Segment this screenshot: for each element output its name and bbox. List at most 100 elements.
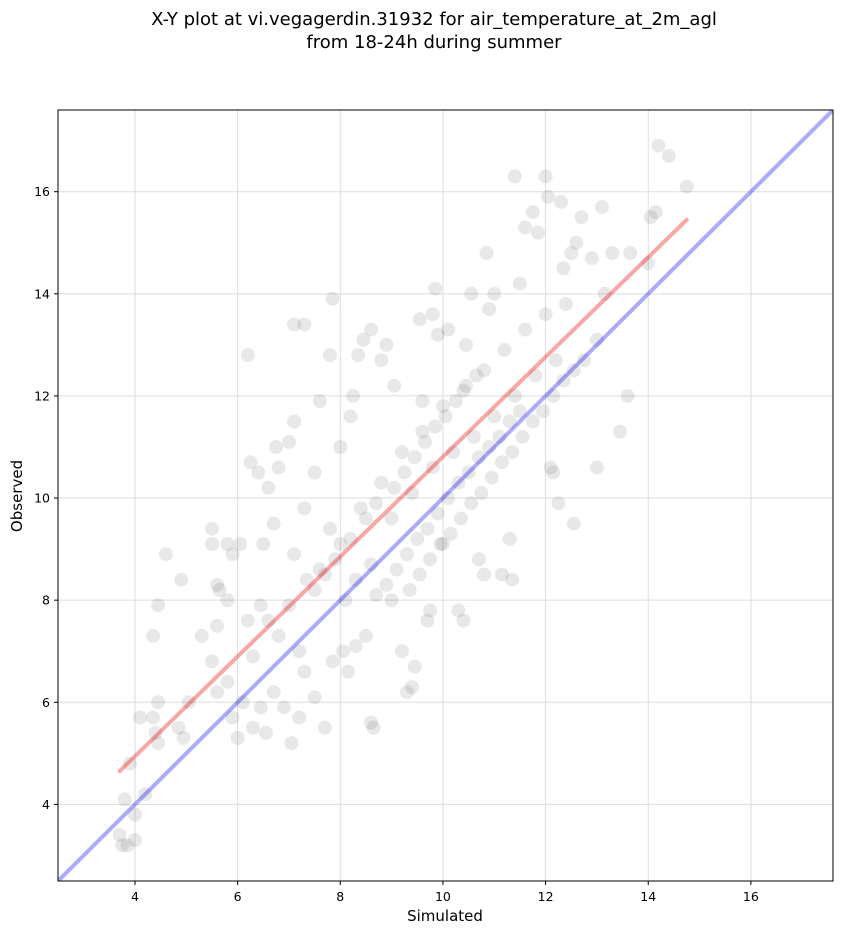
data-point xyxy=(530,225,545,240)
data-point xyxy=(148,725,163,740)
data-point xyxy=(276,700,291,715)
data-point xyxy=(194,628,209,643)
data-point xyxy=(459,337,473,352)
data-point xyxy=(282,434,296,449)
data-point xyxy=(287,547,302,562)
data-point xyxy=(433,537,448,551)
data-point xyxy=(287,414,302,429)
data-point xyxy=(230,731,245,745)
data-point xyxy=(258,725,273,740)
data-point xyxy=(425,307,440,322)
data-point xyxy=(369,588,384,603)
data-point xyxy=(400,547,414,562)
data-point xyxy=(512,404,527,419)
data-point xyxy=(464,286,479,301)
data-point xyxy=(613,424,627,439)
data-point xyxy=(220,674,235,689)
data-point xyxy=(364,715,379,730)
data-point xyxy=(407,659,422,674)
y-tick-label: 14 xyxy=(34,286,50,301)
data-point xyxy=(348,639,363,654)
data-point xyxy=(307,465,322,480)
data-point xyxy=(176,731,191,745)
data-point xyxy=(597,286,612,301)
data-point xyxy=(505,572,520,587)
data-point xyxy=(679,179,694,194)
data-point xyxy=(566,363,581,378)
data-point xyxy=(379,337,394,352)
data-point xyxy=(502,414,517,429)
data-point xyxy=(456,613,471,628)
data-point xyxy=(366,720,381,735)
x-tick-label: 8 xyxy=(336,889,344,904)
data-point xyxy=(297,501,312,516)
data-point xyxy=(212,583,227,597)
data-point xyxy=(423,603,438,618)
data-point xyxy=(253,700,268,715)
data-point xyxy=(269,440,284,454)
data-point xyxy=(117,792,132,807)
data-point xyxy=(479,246,494,260)
x-tick-label: 4 xyxy=(131,889,139,904)
data-point xyxy=(210,577,225,592)
data-point xyxy=(246,649,260,664)
data-point xyxy=(525,414,540,429)
data-point xyxy=(151,695,166,710)
data-point xyxy=(397,465,412,480)
data-point xyxy=(507,388,522,403)
data-point xyxy=(512,276,527,291)
data-point xyxy=(559,297,574,311)
data-point xyxy=(115,838,130,853)
data-point xyxy=(299,572,314,587)
gridlines xyxy=(58,110,833,881)
data-point xyxy=(384,511,399,526)
data-point xyxy=(428,419,443,434)
y-tick-label: 8 xyxy=(42,593,50,608)
data-point xyxy=(412,567,427,582)
data-point xyxy=(251,465,266,480)
data-point xyxy=(471,552,486,567)
data-point xyxy=(387,378,402,393)
data-point xyxy=(246,720,260,735)
data-point xyxy=(648,205,663,220)
data-point xyxy=(271,460,286,475)
x-tick-label: 16 xyxy=(743,889,759,904)
data-point xyxy=(577,353,592,368)
data-point xyxy=(271,628,286,643)
data-point xyxy=(374,475,389,490)
data-point xyxy=(554,194,568,209)
data-point xyxy=(469,368,484,383)
data-point xyxy=(477,567,491,582)
data-point xyxy=(151,598,166,613)
data-point xyxy=(369,496,384,511)
y-axis-label: Observed xyxy=(8,460,26,532)
data-point xyxy=(297,664,312,679)
data-point xyxy=(543,460,558,475)
data-point xyxy=(158,547,173,562)
data-point xyxy=(441,322,456,337)
data-point xyxy=(358,511,373,526)
plot-frame xyxy=(57,109,834,882)
data-point xyxy=(120,838,135,853)
data-point xyxy=(284,736,299,751)
data-point xyxy=(112,828,127,842)
data-point xyxy=(518,220,533,235)
data-point xyxy=(407,450,422,465)
data-point xyxy=(405,485,420,500)
data-point xyxy=(643,210,658,225)
data-point xyxy=(343,531,358,546)
data-point xyxy=(569,235,584,250)
y-tick-label: 12 xyxy=(34,388,50,403)
data-point xyxy=(387,480,402,495)
data-point xyxy=(341,664,355,679)
data-point xyxy=(546,388,561,403)
data-point xyxy=(418,434,432,449)
data-point xyxy=(584,251,599,266)
x-tick-label: 14 xyxy=(640,889,656,904)
data-point xyxy=(482,302,497,317)
data-point xyxy=(325,654,340,669)
data-point xyxy=(466,429,481,444)
data-point xyxy=(495,455,509,470)
data-point xyxy=(133,710,148,725)
